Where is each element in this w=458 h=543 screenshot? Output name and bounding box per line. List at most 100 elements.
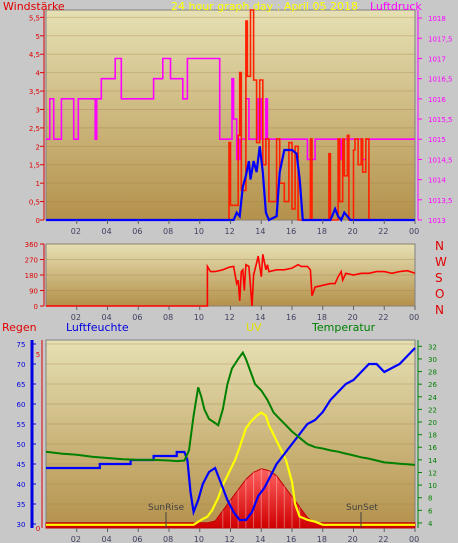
sunset-label: SunSet bbox=[346, 503, 378, 513]
windstaerke-tick-1: 1 bbox=[36, 180, 40, 188]
series-wind bbox=[46, 146, 415, 223]
windstaerke-tick-2,5: 2,5 bbox=[29, 125, 40, 133]
middle-panel: 0 90 180 270 360 02 04 06 08 10 12 14 16 18 20 22 00 N … bbox=[25, 239, 447, 322]
luftfeuchte-tick-65: 65 bbox=[17, 381, 26, 389]
middle-x-tick-12: 12 bbox=[225, 313, 235, 322]
top-x-tick-16: 16 bbox=[286, 227, 296, 236]
luftfeuchte-tick-55: 55 bbox=[17, 421, 26, 429]
temperatur-tick-16: 16 bbox=[428, 444, 437, 452]
top-panel: 00,511,522,533,544,555,5 10131013,510141… bbox=[3, 0, 453, 236]
temperatur-tick-20: 20 bbox=[428, 419, 437, 427]
direction-tick-360: 360 bbox=[25, 241, 38, 249]
luftdruck-label: Luftdruck bbox=[370, 0, 422, 13]
temperatur-tick-14: 14 bbox=[428, 457, 437, 465]
middle-x-axis: 02 04 06 08 10 12 14 16 18 20 22 00 bbox=[71, 306, 419, 322]
top-x-tick-04: 04 bbox=[102, 227, 112, 236]
windstaerke-tick-5,5: 5,5 bbox=[29, 14, 40, 22]
regen-tick-5: 5 bbox=[36, 351, 40, 359]
luftfeuchte-label: Luftfeuchte bbox=[66, 321, 129, 334]
luftdruck-tick-1013,5: 1013,5 bbox=[428, 197, 453, 205]
luftdruck-tick-1017,5: 1017,5 bbox=[428, 35, 453, 43]
sunset-marker: SunSet bbox=[346, 503, 378, 528]
direction-tick-270: 270 bbox=[25, 257, 38, 265]
top-x-tick-06: 06 bbox=[132, 227, 142, 236]
windstaerke-tick-1,5: 1,5 bbox=[29, 162, 40, 170]
middle-x-tick-18: 18 bbox=[317, 313, 327, 322]
windstaerke-axis: 0 0,5 1 1,5 2 2,5 3 3,5 4 4,5 5 5,5 bbox=[29, 10, 45, 225]
series-wind-gust bbox=[46, 9, 415, 221]
bottom-x-tick-16: 16 bbox=[286, 535, 296, 543]
bottom-panel: Regen Luftfeuchte UV Temperatur SunRise … bbox=[2, 321, 437, 543]
middle-x-tick-08: 08 bbox=[163, 313, 173, 322]
direction-tick-180: 180 bbox=[25, 272, 38, 280]
windstaerke-tick-4: 4 bbox=[36, 70, 41, 78]
temperatur-tick-30: 30 bbox=[428, 356, 437, 364]
temperatur-tick-4: 4 bbox=[428, 520, 433, 528]
series-temperatur bbox=[45, 350, 416, 466]
luftdruck-tick-1014: 1014 bbox=[428, 177, 446, 185]
top-x-tick-00: 00 bbox=[409, 227, 419, 236]
compass-letter-n-bottom: N bbox=[435, 303, 444, 317]
top-x-tick-18: 18 bbox=[317, 227, 327, 236]
series-luftfeuchte bbox=[46, 347, 416, 522]
windstaerke-tick-0: 0 bbox=[36, 217, 40, 225]
windstaerke-tick-5: 5 bbox=[36, 33, 40, 41]
luftdruck-axis: 1013 1013,5 1014 1014,5 1015 1015,5 1016 1016,5… bbox=[417, 10, 453, 225]
series-wind-direction bbox=[46, 254, 416, 307]
series-luftdruck bbox=[46, 57, 415, 161]
middle-x-tick-14: 14 bbox=[255, 313, 265, 322]
middle-x-tick-16: 16 bbox=[286, 313, 296, 322]
temperatur-tick-10: 10 bbox=[428, 482, 437, 490]
top-x-tick-02: 02 bbox=[71, 227, 81, 236]
bottom-series-group bbox=[45, 347, 416, 529]
luftfeuchte-tick-30: 30 bbox=[17, 521, 26, 529]
luftdruck-tick-1016: 1016 bbox=[428, 96, 446, 104]
middle-x-tick-10: 10 bbox=[194, 313, 204, 322]
luftdruck-tick-1017: 1017 bbox=[428, 55, 446, 63]
luftfeuchte-tick-75: 75 bbox=[17, 341, 26, 349]
uv-label: UV bbox=[246, 321, 262, 334]
temperatur-tick-18: 18 bbox=[428, 432, 437, 440]
sunrise-label: SunRise bbox=[148, 503, 185, 513]
windstaerke-tick-3,5: 3,5 bbox=[29, 88, 40, 96]
temperatur-label: Temperatur bbox=[311, 321, 376, 334]
direction-tick-0: 0 bbox=[34, 303, 38, 311]
top-series-group bbox=[46, 9, 415, 223]
top-x-tick-14: 14 bbox=[255, 227, 265, 236]
luftdruck-tick-1015,5: 1015,5 bbox=[428, 116, 453, 124]
middle-x-tick-04: 04 bbox=[102, 313, 112, 322]
windstaerke-tick-2: 2 bbox=[36, 143, 40, 151]
luftfeuchte-tick-45: 45 bbox=[17, 461, 26, 469]
bottom-x-tick-06: 06 bbox=[132, 535, 142, 543]
middle-x-tick-02: 02 bbox=[71, 313, 81, 322]
windstaerke-label: Windstärke bbox=[3, 0, 65, 13]
temperatur-tick-26: 26 bbox=[428, 381, 437, 389]
top-x-tick-20: 20 bbox=[348, 227, 358, 236]
top-x-tick-12: 12 bbox=[225, 227, 235, 236]
middle-x-tick-22: 22 bbox=[378, 313, 388, 322]
luftdruck-tick-1016,5: 1016,5 bbox=[428, 76, 453, 84]
windstaerke-tick-3: 3 bbox=[36, 106, 40, 114]
temperatur-tick-28: 28 bbox=[428, 369, 437, 377]
sunrise-marker: SunRise bbox=[148, 503, 185, 528]
bottom-x-tick-22: 22 bbox=[378, 535, 388, 543]
temperatur-tick-8: 8 bbox=[428, 495, 432, 503]
luftfeuchte-tick-35: 35 bbox=[17, 501, 26, 509]
luftdruck-tick-1014,5: 1014,5 bbox=[428, 156, 453, 164]
direction-axis: 0 90 180 270 360 bbox=[25, 241, 45, 311]
compass-letter-s: S bbox=[435, 271, 443, 285]
chart-title: 24 hour graph day : April 05 2018 bbox=[171, 0, 358, 13]
temperatur-tick-22: 22 bbox=[428, 406, 437, 414]
compass-letter-o: O bbox=[435, 287, 444, 301]
middle-x-tick-06: 06 bbox=[132, 313, 142, 322]
regen-tick-0: 0 bbox=[36, 525, 40, 533]
windstaerke-tick-0,5: 0,5 bbox=[29, 199, 40, 207]
regen-label: Regen bbox=[2, 321, 37, 334]
top-x-tick-08: 08 bbox=[163, 227, 173, 236]
bottom-x-tick-12: 12 bbox=[225, 535, 235, 543]
top-x-tick-10: 10 bbox=[194, 227, 204, 236]
temperatur-tick-32: 32 bbox=[428, 343, 437, 351]
luftfeuchte-axis: 30 35 40 45 50 55 60 65 70 75 bbox=[17, 340, 36, 529]
middle-series-group bbox=[46, 254, 416, 307]
luftfeuchte-tick-70: 70 bbox=[17, 361, 26, 369]
